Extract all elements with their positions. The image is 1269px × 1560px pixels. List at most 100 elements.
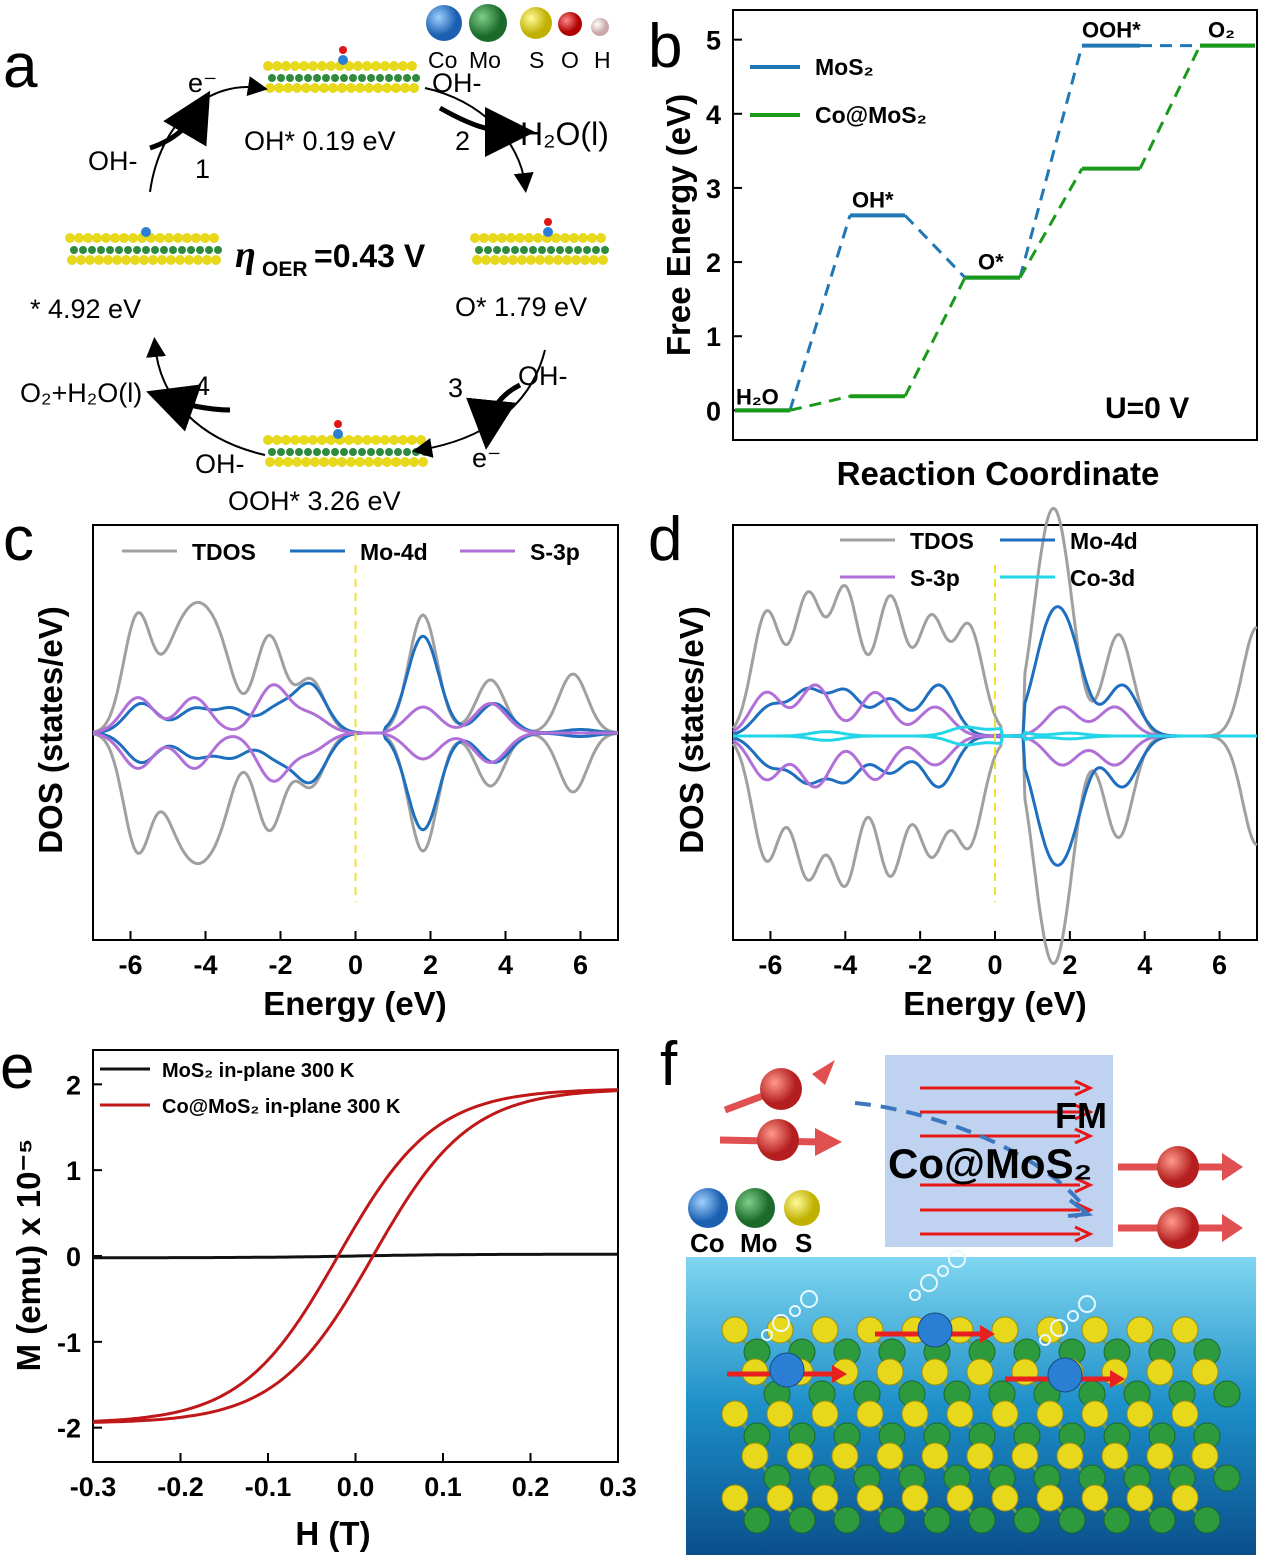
- label-oh-state: OH* 0.19 eV: [244, 126, 396, 156]
- eta-symbol: η: [235, 234, 256, 276]
- legend-label-plot-d-3: Co-3d: [1070, 565, 1135, 591]
- s-atom: [184, 255, 194, 265]
- s-atom: [580, 255, 590, 265]
- fm-arrowhead: [1074, 1225, 1094, 1243]
- s-atom: [533, 233, 543, 243]
- bubble: [920, 1274, 938, 1292]
- spin-ball-3: [1157, 1146, 1199, 1188]
- s-atom: [1191, 1358, 1219, 1386]
- bubble: [1039, 1334, 1051, 1346]
- legend-label-b-0: MoS₂: [815, 54, 874, 80]
- s-atom: [326, 435, 336, 445]
- s-atom: [596, 233, 606, 243]
- h-atom-icon: [591, 18, 609, 36]
- plot-d: -6 -4 -2 0 2 4 6 TDOS Mo-4d S-3p Co-3d: [731, 506, 1258, 980]
- o-atom: [334, 420, 342, 428]
- mo-atom: [412, 448, 420, 456]
- s-atom: [364, 457, 374, 467]
- xlabel-d: Energy (eV): [903, 985, 1086, 1022]
- s-atom: [290, 435, 300, 445]
- s-atom: [472, 255, 482, 265]
- s-atom: [1011, 1442, 1039, 1470]
- s-atom: [856, 1400, 884, 1428]
- s-atom: [1036, 1400, 1064, 1428]
- s-atom: [562, 255, 572, 265]
- mos2-lattice: [721, 1250, 1241, 1534]
- mo-atom: [187, 246, 195, 254]
- legend-s-icon: [784, 1190, 820, 1226]
- s-atom: [589, 255, 599, 265]
- s-atom: [721, 1316, 749, 1344]
- s-atom: [299, 435, 309, 445]
- s-atom: [139, 255, 149, 265]
- s-atom: [721, 1484, 749, 1512]
- connector-1-3: [1018, 167, 1084, 279]
- legend-atom-mo: Mo: [469, 47, 501, 73]
- s-atom: [209, 233, 219, 243]
- s-atom: [290, 61, 300, 71]
- x-tick-label: -4: [193, 950, 217, 980]
- mo-atom: [151, 246, 159, 254]
- s-atom: [292, 457, 302, 467]
- bubble: [761, 1329, 773, 1341]
- s-atom: [67, 255, 77, 265]
- xlabel-b: Reaction Coordinate: [837, 455, 1160, 492]
- x-tick-label: 0.0: [337, 1472, 375, 1502]
- s-atom: [946, 1484, 974, 1512]
- mo-atom: [340, 74, 348, 82]
- s-atom: [991, 1400, 1019, 1428]
- x-tick-label: -2: [908, 950, 932, 980]
- eta-value: =0.43 V: [314, 238, 426, 274]
- s-atom: [346, 457, 356, 467]
- s-atom: [157, 255, 167, 265]
- s-atom: [76, 255, 86, 265]
- s-atom: [1056, 1442, 1084, 1470]
- y-tick-label: 0: [66, 1242, 81, 1272]
- mo-atom: [349, 74, 357, 82]
- mo-atom: [268, 74, 276, 82]
- s-atom: [766, 1484, 794, 1512]
- s-atom: [991, 1484, 1019, 1512]
- s-atom: [508, 255, 518, 265]
- y-tick-label: 2: [66, 1070, 81, 1100]
- y-tick-label: 5: [706, 26, 721, 56]
- label-co-mos2: Co@MoS₂: [888, 1140, 1092, 1187]
- s-atom: [200, 233, 210, 243]
- s-atom: [389, 435, 399, 445]
- mo-atom: [529, 246, 537, 254]
- s-atom: [490, 255, 500, 265]
- step-label-0: H₂O: [736, 384, 779, 409]
- dos-Co-3d-dn: [733, 734, 1257, 747]
- mo-atom: [340, 448, 348, 456]
- spin-ball-4: [1157, 1207, 1199, 1249]
- legend-label-plot-d-0: TDOS: [910, 528, 974, 554]
- connector-1-4: [1138, 44, 1202, 170]
- connector-1-1: [789, 394, 851, 412]
- s-atom: [506, 233, 516, 243]
- s-atom: [364, 83, 374, 93]
- mo-atom: [1148, 1506, 1176, 1534]
- mo-atom: [1013, 1506, 1041, 1534]
- s-atom: [391, 83, 401, 93]
- x-tick-label: -0.3: [70, 1472, 117, 1502]
- label-o2-product: O₂+H₂O(l): [20, 378, 142, 408]
- mo-atom: [1103, 1506, 1131, 1534]
- s-atom: [110, 233, 120, 243]
- mo-atom: [313, 448, 321, 456]
- s-atom: [811, 1400, 839, 1428]
- s-atom: [1191, 1442, 1219, 1470]
- s-atom: [166, 255, 176, 265]
- mo-atom: [923, 1506, 951, 1534]
- legend-mo-icon: [735, 1188, 775, 1228]
- s-atom: [373, 83, 383, 93]
- s-atom: [274, 457, 284, 467]
- s-atom: [265, 457, 275, 467]
- s-atom: [301, 83, 311, 93]
- s-atom: [488, 233, 498, 243]
- x-tick-label: 2: [423, 950, 438, 980]
- s-atom: [130, 255, 140, 265]
- mo-atom: [205, 246, 213, 254]
- s-atom: [560, 233, 570, 243]
- s-atom: [308, 61, 318, 71]
- s-atom: [263, 61, 273, 71]
